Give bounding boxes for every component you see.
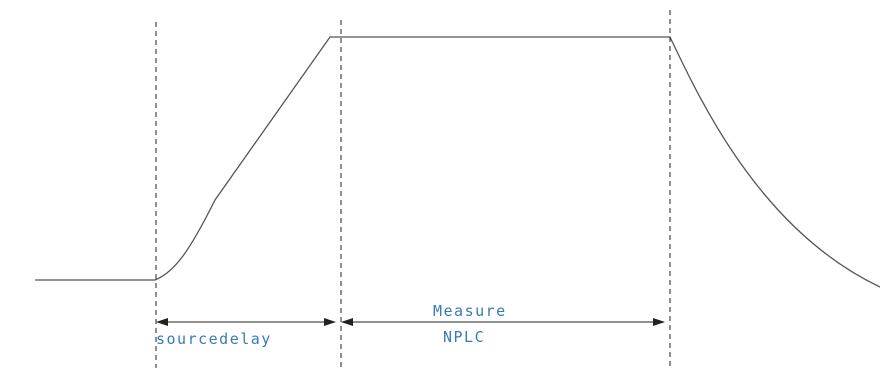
waveform-curve [35, 36, 880, 288]
sourcedelay-label: sourcedelay [156, 330, 272, 348]
nplc-label: NPLC [443, 328, 486, 346]
measure-label: Measure [433, 302, 507, 320]
